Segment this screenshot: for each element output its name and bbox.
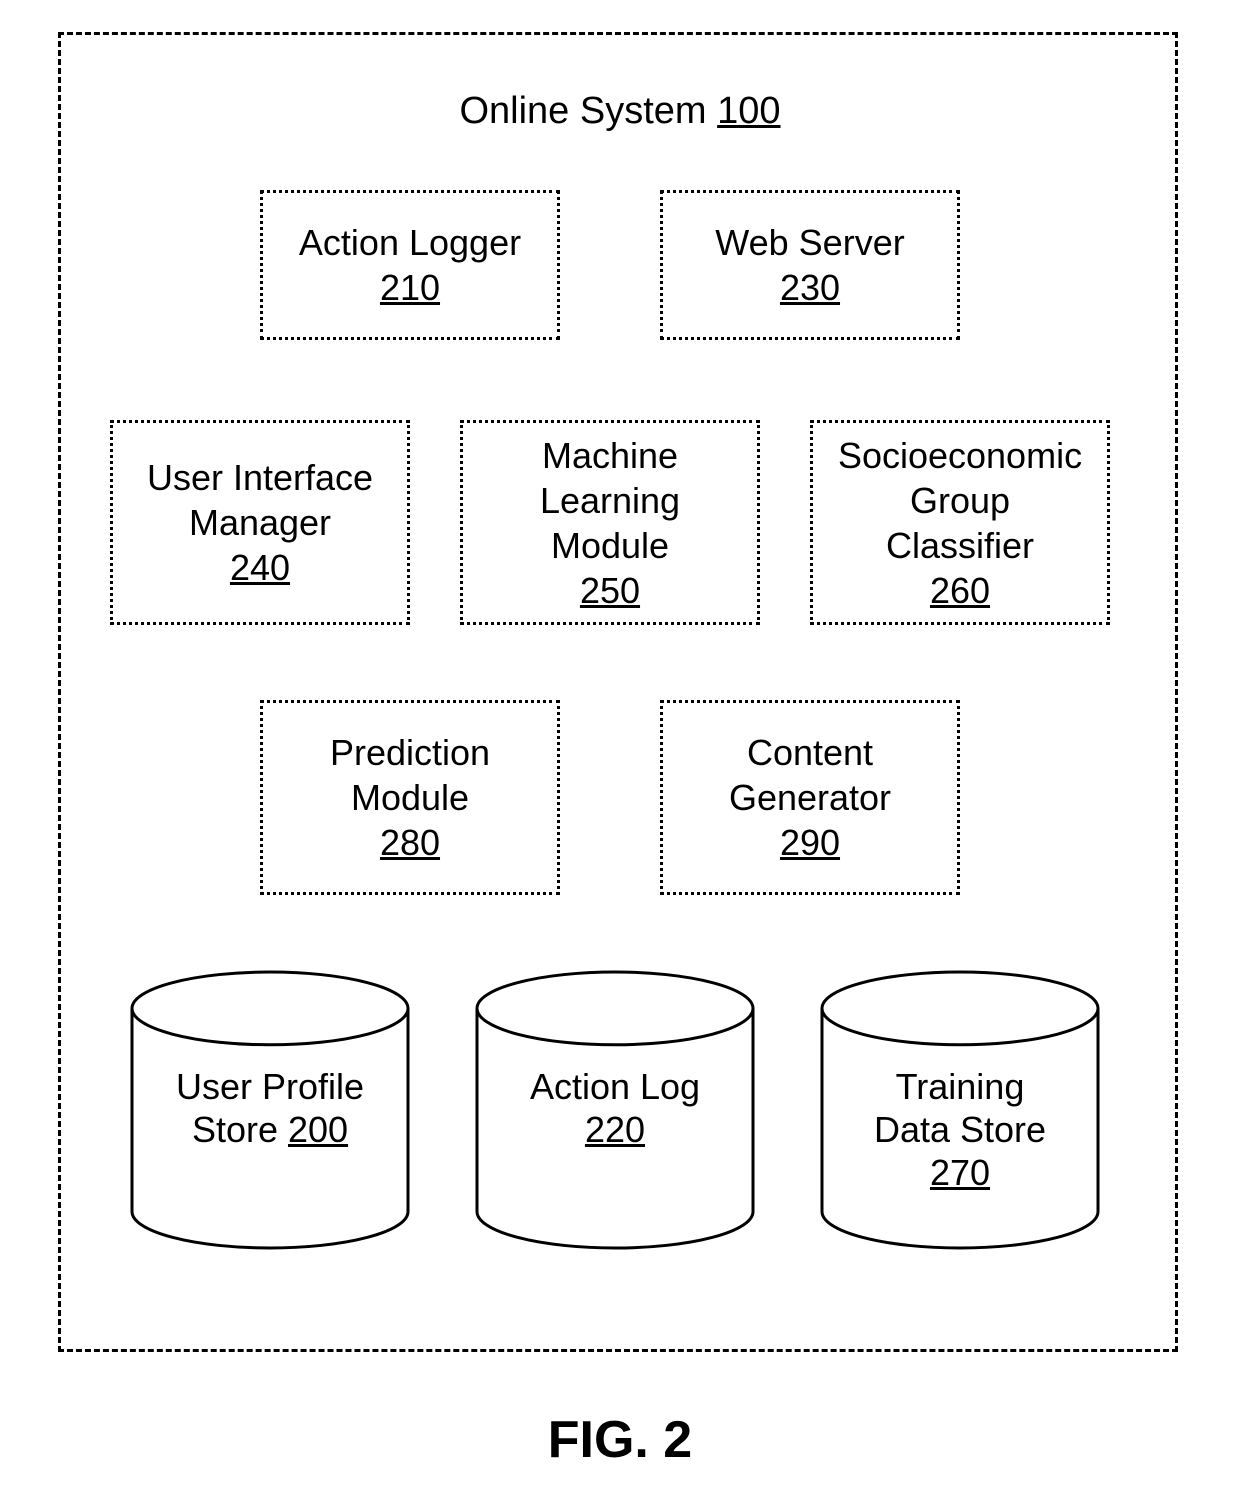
cylinder-label-line: User Profile [130, 1065, 410, 1108]
cylinder-number: 220 [475, 1108, 755, 1151]
box-prediction: PredictionModule280 [260, 700, 560, 895]
figure-caption-text: FIG. 2 [548, 1411, 692, 1469]
box-number: 250 [580, 568, 640, 613]
box-number: 210 [380, 265, 440, 310]
cylinder-label-line: Data Store [820, 1108, 1100, 1151]
cylinder-label: User ProfileStore 200 [130, 1065, 410, 1151]
box-label-line: Action Logger [299, 220, 521, 265]
box-label-line: Content [747, 730, 873, 775]
box-action-logger: Action Logger210 [260, 190, 560, 340]
cylinder-label-line: Training [820, 1065, 1100, 1108]
cylinder-action-log: Action Log220 [475, 970, 755, 1250]
box-web-server: Web Server230 [660, 190, 960, 340]
box-number: 260 [930, 568, 990, 613]
box-number: 230 [780, 265, 840, 310]
figure-caption: FIG. 2 [0, 1410, 1240, 1470]
cylinder-label-line: Store 200 [130, 1108, 410, 1151]
box-label-line: Classifier [886, 523, 1034, 568]
box-number: 280 [380, 820, 440, 865]
box-label-line: User Interface [147, 455, 373, 500]
cylinder-number: 270 [820, 1151, 1100, 1194]
box-label-line: Learning [540, 478, 680, 523]
box-seg-classifier: SocioeconomicGroupClassifier260 [810, 420, 1110, 625]
cylinder-label-line: Action Log [475, 1065, 755, 1108]
cylinder-training-data-store: TrainingData Store270 [820, 970, 1100, 1250]
box-number: 290 [780, 820, 840, 865]
box-number: 240 [230, 545, 290, 590]
box-label-line: Module [551, 523, 669, 568]
system-title-text: Online System [459, 90, 706, 132]
box-content-generator: ContentGenerator290 [660, 700, 960, 895]
box-label-line: Manager [189, 500, 331, 545]
system-title: Online System 100 [0, 90, 1240, 133]
cylinder-label: Action Log220 [475, 1065, 755, 1151]
box-label-line: Group [910, 478, 1010, 523]
box-label-line: Prediction [330, 730, 490, 775]
system-title-number: 100 [717, 90, 780, 132]
diagram-canvas: Online System 100 Action Logger210 Web S… [0, 0, 1240, 1510]
cylinder-user-profile-store: User ProfileStore 200 [130, 970, 410, 1250]
box-label-line: Machine [542, 433, 678, 478]
box-ui-manager: User InterfaceManager240 [110, 420, 410, 625]
box-label-line: Generator [729, 775, 891, 820]
box-label-line: Socioeconomic [838, 433, 1082, 478]
box-ml-module: MachineLearningModule250 [460, 420, 760, 625]
box-label-line: Module [351, 775, 469, 820]
cylinder-label: TrainingData Store270 [820, 1065, 1100, 1195]
cylinder-number: 200 [288, 1109, 348, 1150]
box-label-line: Web Server [715, 220, 904, 265]
